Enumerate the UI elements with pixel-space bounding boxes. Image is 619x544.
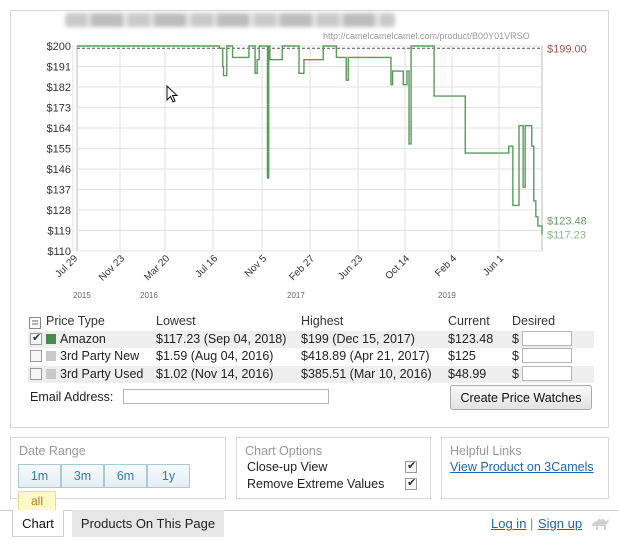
table-row: 3rd Party New $1.59 (Aug 04, 2016) $418.… bbox=[28, 348, 594, 365]
y-tick-label: $200 bbox=[47, 41, 71, 53]
range-6m-button[interactable]: 6m bbox=[104, 464, 147, 488]
date-range-title: Date Range bbox=[19, 444, 86, 458]
lowest-value: $117.23 (Sep 04, 2018) bbox=[156, 332, 287, 346]
product-title-blurred bbox=[65, 13, 395, 27]
x-tick-label: Jun 23 bbox=[336, 253, 365, 282]
range-all-button[interactable]: all bbox=[18, 491, 56, 511]
current-value: $48.99 bbox=[448, 367, 487, 381]
year-label: 2016 bbox=[140, 291, 158, 300]
desired-price-input[interactable] bbox=[522, 366, 572, 381]
series-swatch bbox=[46, 334, 56, 344]
year-label: 2019 bbox=[438, 291, 456, 300]
header-current: Current bbox=[448, 314, 490, 328]
currency-symbol: $ bbox=[512, 367, 519, 381]
signup-link[interactable]: Sign up bbox=[538, 516, 583, 531]
current-value: $125 bbox=[448, 349, 476, 363]
price-type: 3rd Party New bbox=[60, 349, 140, 363]
desired-price-input[interactable] bbox=[522, 331, 572, 346]
y-tick-label: $164 bbox=[47, 123, 71, 135]
highest-value: $199 (Dec 15, 2017) bbox=[301, 332, 415, 346]
y-tick-label: $173 bbox=[47, 103, 71, 115]
auth-separator: | bbox=[530, 516, 534, 531]
close-up-view-label: Close-up View bbox=[247, 460, 328, 474]
create-price-watches-button[interactable]: Create Price Watches bbox=[450, 385, 592, 410]
series-amazon-line bbox=[77, 45, 543, 235]
remove-extreme-values-checkbox[interactable] bbox=[405, 476, 417, 490]
3rd-party-used-checkbox[interactable] bbox=[30, 368, 42, 380]
chart-annotations: $199.00 $123.48 $117.23 bbox=[547, 43, 587, 241]
highest-value: $385.51 (Mar 10, 2016) bbox=[301, 367, 432, 381]
header-desired: Desired bbox=[512, 314, 556, 328]
login-link[interactable]: Log in bbox=[491, 516, 527, 531]
chart-series bbox=[77, 45, 543, 235]
y-tick-label: $146 bbox=[47, 164, 71, 176]
tab-chart[interactable]: Chart bbox=[12, 510, 64, 537]
chart-options-panel: Chart Options Close-up View Remove Extre… bbox=[236, 437, 431, 499]
series-swatch bbox=[46, 369, 56, 379]
x-tick-label: Oct 14 bbox=[384, 253, 413, 282]
x-tick-label: Mar 20 bbox=[142, 253, 172, 283]
email-input[interactable] bbox=[123, 389, 329, 404]
y-tick-label: $110 bbox=[47, 246, 71, 258]
view-on-3camels-link[interactable]: View Product on 3Camels bbox=[450, 460, 594, 474]
y-tick-label: $128 bbox=[47, 205, 71, 217]
year-label: 2017 bbox=[287, 291, 305, 300]
date-range-panel: Date Range 1m 3m 6m 1y bbox=[10, 437, 226, 499]
y-tick-label: $191 bbox=[47, 62, 71, 74]
price-history-chart: $200 $191 $182 $173 $164 $155 $146 $137 $128 $119… bbox=[47, 41, 587, 300]
lowest-value: $1.59 (Aug 04, 2016) bbox=[156, 349, 274, 363]
lowest-price-label: $117.23 bbox=[547, 230, 586, 242]
header-lowest: Lowest bbox=[156, 314, 196, 328]
chart-x-axis: Jul 29 Nov 23 Mar 20 Jul 16 Nov 5 Feb 27 Jun 2… bbox=[53, 253, 506, 300]
tab-products-on-this-page[interactable]: Products On This Page bbox=[72, 510, 224, 537]
price-type: Amazon bbox=[60, 332, 106, 346]
range-1y-button[interactable]: 1y bbox=[147, 464, 190, 488]
x-tick-label: Jul 16 bbox=[193, 253, 220, 280]
current-price-label: $123.48 bbox=[547, 215, 587, 227]
close-up-view-checkbox[interactable] bbox=[405, 459, 417, 473]
remove-extreme-values-label: Remove Extreme Values bbox=[247, 477, 385, 491]
table-icon bbox=[29, 317, 41, 329]
camel-icon bbox=[592, 518, 609, 530]
x-tick-label: Nov 5 bbox=[243, 253, 270, 280]
range-3m-button[interactable]: 3m bbox=[61, 464, 104, 488]
table-row: Amazon $117.23 (Sep 04, 2018) $199 (Dec … bbox=[28, 331, 594, 348]
x-tick-label: Feb 27 bbox=[287, 253, 317, 283]
helpful-links-panel: Helpful Links View Product on 3Camels bbox=[441, 437, 609, 499]
y-tick-label: $119 bbox=[47, 226, 71, 238]
x-tick-label: Nov 23 bbox=[97, 253, 127, 283]
price-type: 3rd Party Used bbox=[60, 367, 144, 381]
mouse-cursor-icon bbox=[166, 85, 179, 103]
product-url: http://camelcamelcamel.com/product/B00Y0… bbox=[323, 31, 530, 41]
tab-bar-divider bbox=[0, 510, 619, 511]
highest-price-label: $199.00 bbox=[547, 43, 587, 55]
header-highest: Highest bbox=[301, 314, 344, 328]
lowest-value: $1.02 (Nov 14, 2016) bbox=[156, 367, 274, 381]
chart-options-title: Chart Options bbox=[245, 444, 323, 458]
email-label: Email Address: bbox=[30, 390, 114, 404]
highest-value: $418.89 (Apr 21, 2017) bbox=[301, 349, 430, 363]
year-label: 2015 bbox=[73, 291, 91, 300]
chart-grid bbox=[72, 45, 543, 252]
current-value: $123.48 bbox=[448, 332, 494, 346]
desired-price-input[interactable] bbox=[522, 348, 572, 363]
helpful-links-title: Helpful Links bbox=[450, 444, 522, 458]
x-tick-label: Jun 1 bbox=[481, 253, 506, 278]
x-tick-label: Feb 4 bbox=[433, 253, 459, 279]
series-swatch bbox=[46, 351, 56, 361]
header-price-type: Price Type bbox=[46, 314, 105, 328]
amazon-checkbox[interactable] bbox=[30, 331, 42, 345]
y-tick-label: $182 bbox=[47, 82, 71, 94]
table-row: 3rd Party Used $1.02 (Nov 14, 2016) $385… bbox=[28, 366, 594, 383]
3rd-party-new-checkbox[interactable] bbox=[30, 350, 42, 362]
chart-y-axis: $200 $191 $182 $173 $164 $155 $146 $137 $128 $119… bbox=[47, 41, 71, 258]
y-tick-label: $155 bbox=[47, 144, 71, 156]
currency-symbol: $ bbox=[512, 332, 519, 346]
y-tick-label: $137 bbox=[47, 185, 71, 197]
range-1m-button[interactable]: 1m bbox=[18, 464, 61, 488]
currency-symbol: $ bbox=[512, 349, 519, 363]
